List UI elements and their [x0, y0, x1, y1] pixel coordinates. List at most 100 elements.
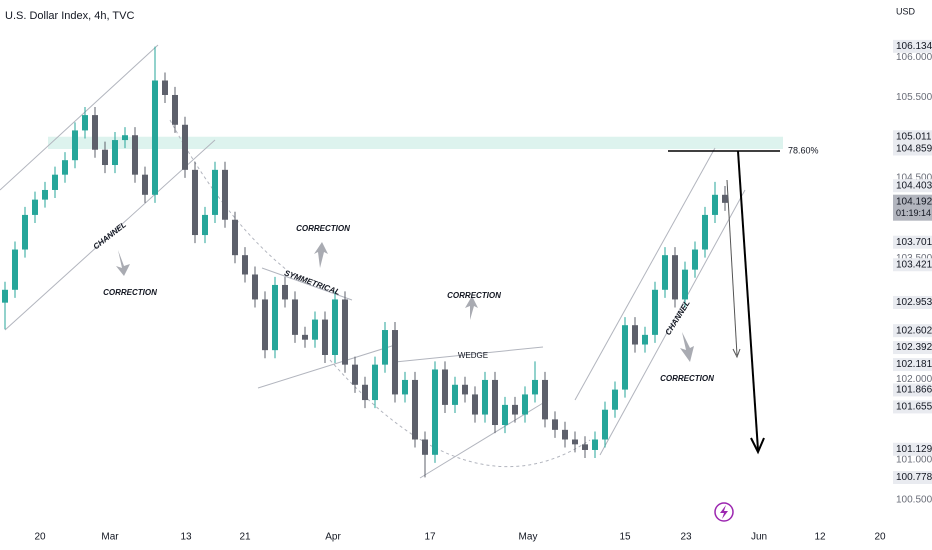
candle-body	[22, 214, 28, 250]
candle-body	[62, 160, 68, 175]
annotation: CORRECTION	[447, 291, 501, 300]
candles	[2, 46, 728, 478]
resistance-zone	[48, 136, 783, 149]
candle-body	[582, 444, 588, 450]
candle-body	[32, 199, 38, 215]
price-tag: 102.602	[896, 325, 932, 336]
annotation: CORRECTION	[296, 224, 350, 233]
y-tick-label: 104.500	[896, 173, 932, 184]
candle-body	[152, 80, 158, 195]
candle-body	[372, 364, 378, 401]
candle-body	[472, 394, 478, 415]
x-tick-label: 12	[814, 532, 826, 543]
icon-circle[interactable]	[714, 502, 734, 522]
x-tick-label: 23	[680, 532, 692, 543]
price-tag-bg	[893, 470, 932, 484]
price-axis: 20 Mar 13 21 Apr 17 May 15 23 Jun 12 20 106.000 105.5…	[34, 39, 932, 543]
candle-body	[522, 394, 528, 415]
price-tag: 104.403	[896, 180, 932, 191]
candle-body	[222, 169, 228, 220]
y-tick-label: 102.000	[896, 374, 932, 385]
x-tick-label: May	[519, 532, 538, 543]
x-tick-label: Jun	[751, 532, 767, 543]
candle-body	[702, 214, 708, 250]
candle-body	[242, 255, 248, 275]
candle-body	[332, 299, 338, 355]
x-tick-label: 20	[874, 532, 886, 543]
price-tag: 102.392	[896, 342, 932, 353]
triangle-line	[257, 344, 396, 389]
candle-body	[632, 325, 638, 345]
candle-body	[482, 379, 488, 415]
price-tag: 106.134	[896, 41, 932, 52]
candle-body	[662, 255, 668, 290]
fib-label: 78.60%	[788, 145, 819, 155]
current-price-bg	[893, 194, 932, 221]
candle-body	[672, 255, 678, 300]
price-tag-bg	[893, 358, 932, 372]
candle-body	[162, 80, 168, 95]
candle-body	[272, 284, 278, 351]
price-tag: 105.011	[896, 131, 932, 142]
price-tag: 103.421	[896, 259, 932, 270]
candle-body	[442, 369, 448, 405]
candle-body	[292, 299, 298, 335]
candle-body	[52, 174, 58, 190]
candle-body	[562, 429, 568, 440]
price-tag-bg	[893, 383, 932, 397]
countdown: 01:19:14	[896, 208, 931, 218]
chart-title: U.S. Dollar Index, 4h, TVC	[5, 10, 134, 22]
annotation: CORRECTION	[103, 288, 157, 297]
candle-body	[72, 130, 78, 161]
price-tag-bg	[893, 341, 932, 355]
price-tag-bg	[893, 130, 932, 144]
x-tick-label: 15	[619, 532, 631, 543]
candle-body	[232, 219, 238, 256]
candle-body	[542, 379, 548, 420]
y-tick-label: 105.500	[896, 92, 932, 103]
candle-body	[612, 389, 618, 410]
gray-arrow	[680, 332, 694, 362]
candle-body	[492, 379, 498, 426]
candle-body	[382, 330, 388, 365]
candle-body	[692, 249, 698, 270]
price-tag: 101.866	[896, 385, 932, 396]
candle-body	[402, 379, 408, 395]
candle-body	[302, 334, 308, 340]
candle-body	[502, 404, 508, 426]
channel-line	[4, 139, 216, 331]
candle-body	[2, 289, 8, 303]
channel-line	[599, 189, 746, 456]
candle-body	[312, 319, 318, 340]
candle-body	[262, 299, 268, 351]
wedge-line	[394, 346, 544, 363]
price-tag: 101.655	[896, 402, 932, 413]
candle-body	[202, 214, 208, 236]
alert-icon[interactable]	[714, 502, 734, 522]
candle-body	[42, 189, 48, 200]
candle-body	[212, 169, 218, 215]
candle-body	[722, 194, 728, 203]
price-tag-bg	[893, 142, 932, 156]
candle-body	[342, 299, 348, 365]
annotation: WEDGE	[458, 351, 488, 360]
current-price: 104.192	[896, 196, 932, 207]
candle-body	[12, 249, 18, 290]
candle-body	[112, 140, 118, 166]
price-tag: 100.778	[896, 472, 932, 483]
candle-body	[412, 379, 418, 440]
candle-body	[512, 404, 518, 415]
candle-body	[132, 135, 138, 175]
candle-body	[532, 379, 538, 395]
price-tag: 102.181	[896, 359, 932, 370]
price-tag-bg	[893, 258, 932, 272]
candle-body	[642, 334, 648, 345]
icon-bolt[interactable]	[720, 505, 728, 519]
candle-body	[142, 174, 148, 195]
currency: USD	[896, 6, 916, 16]
candle-body	[622, 325, 628, 390]
candle-body	[572, 439, 578, 445]
x-tick-label: 13	[180, 532, 192, 543]
price-tag-bg	[893, 324, 932, 338]
